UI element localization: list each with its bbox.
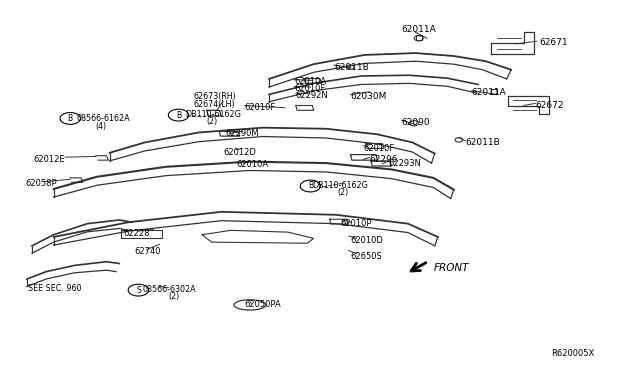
Text: 62090: 62090	[401, 118, 430, 127]
Text: DB110-6162G: DB110-6162G	[185, 110, 241, 119]
Text: 62050PA: 62050PA	[245, 300, 282, 310]
Text: 62011A: 62011A	[401, 25, 436, 33]
Text: 62293N: 62293N	[389, 158, 422, 168]
Text: 62010F: 62010F	[294, 84, 326, 93]
Text: 62672: 62672	[536, 101, 564, 110]
Text: 62012E: 62012E	[33, 155, 65, 164]
Text: 62010A: 62010A	[236, 160, 268, 169]
Text: B: B	[308, 182, 313, 190]
Text: 62011B: 62011B	[465, 138, 500, 147]
Text: (2): (2)	[207, 117, 218, 126]
Text: 62010F: 62010F	[364, 144, 395, 153]
Text: 62010F: 62010F	[245, 103, 276, 112]
Text: SEE SEC. 960: SEE SEC. 960	[28, 284, 82, 293]
Text: B: B	[68, 114, 73, 123]
Text: FRONT: FRONT	[433, 263, 469, 273]
Text: 62740: 62740	[134, 247, 161, 256]
Text: 62228: 62228	[124, 229, 150, 238]
Text: 62011A: 62011A	[472, 89, 506, 97]
Text: R620005X: R620005X	[550, 350, 594, 359]
Text: 62296: 62296	[370, 155, 398, 164]
Text: 62030M: 62030M	[351, 92, 387, 101]
Text: 62674(LH): 62674(LH)	[194, 100, 236, 109]
Text: B: B	[176, 110, 181, 120]
Text: 62010D: 62010D	[351, 236, 383, 245]
Text: 62671: 62671	[540, 38, 568, 46]
Text: 62290M: 62290M	[226, 129, 259, 138]
Text: 62058P: 62058P	[26, 179, 57, 187]
Text: 08566-6302A: 08566-6302A	[143, 285, 196, 294]
Text: 62673(RH): 62673(RH)	[194, 92, 237, 101]
Text: (2): (2)	[338, 188, 349, 197]
Text: 62011B: 62011B	[334, 62, 369, 72]
Text: S: S	[136, 286, 141, 295]
Text: 62292N: 62292N	[296, 91, 328, 100]
Text: 62012D: 62012D	[223, 148, 256, 157]
Text: 62010P: 62010P	[340, 219, 372, 228]
Text: 62650S: 62650S	[351, 251, 382, 261]
Text: (2): (2)	[168, 292, 180, 301]
Text: DB110-6162G: DB110-6162G	[312, 181, 368, 190]
Text: 08566-6162A: 08566-6162A	[77, 114, 130, 123]
Text: (4): (4)	[96, 122, 107, 131]
Text: 62010A: 62010A	[294, 77, 326, 86]
